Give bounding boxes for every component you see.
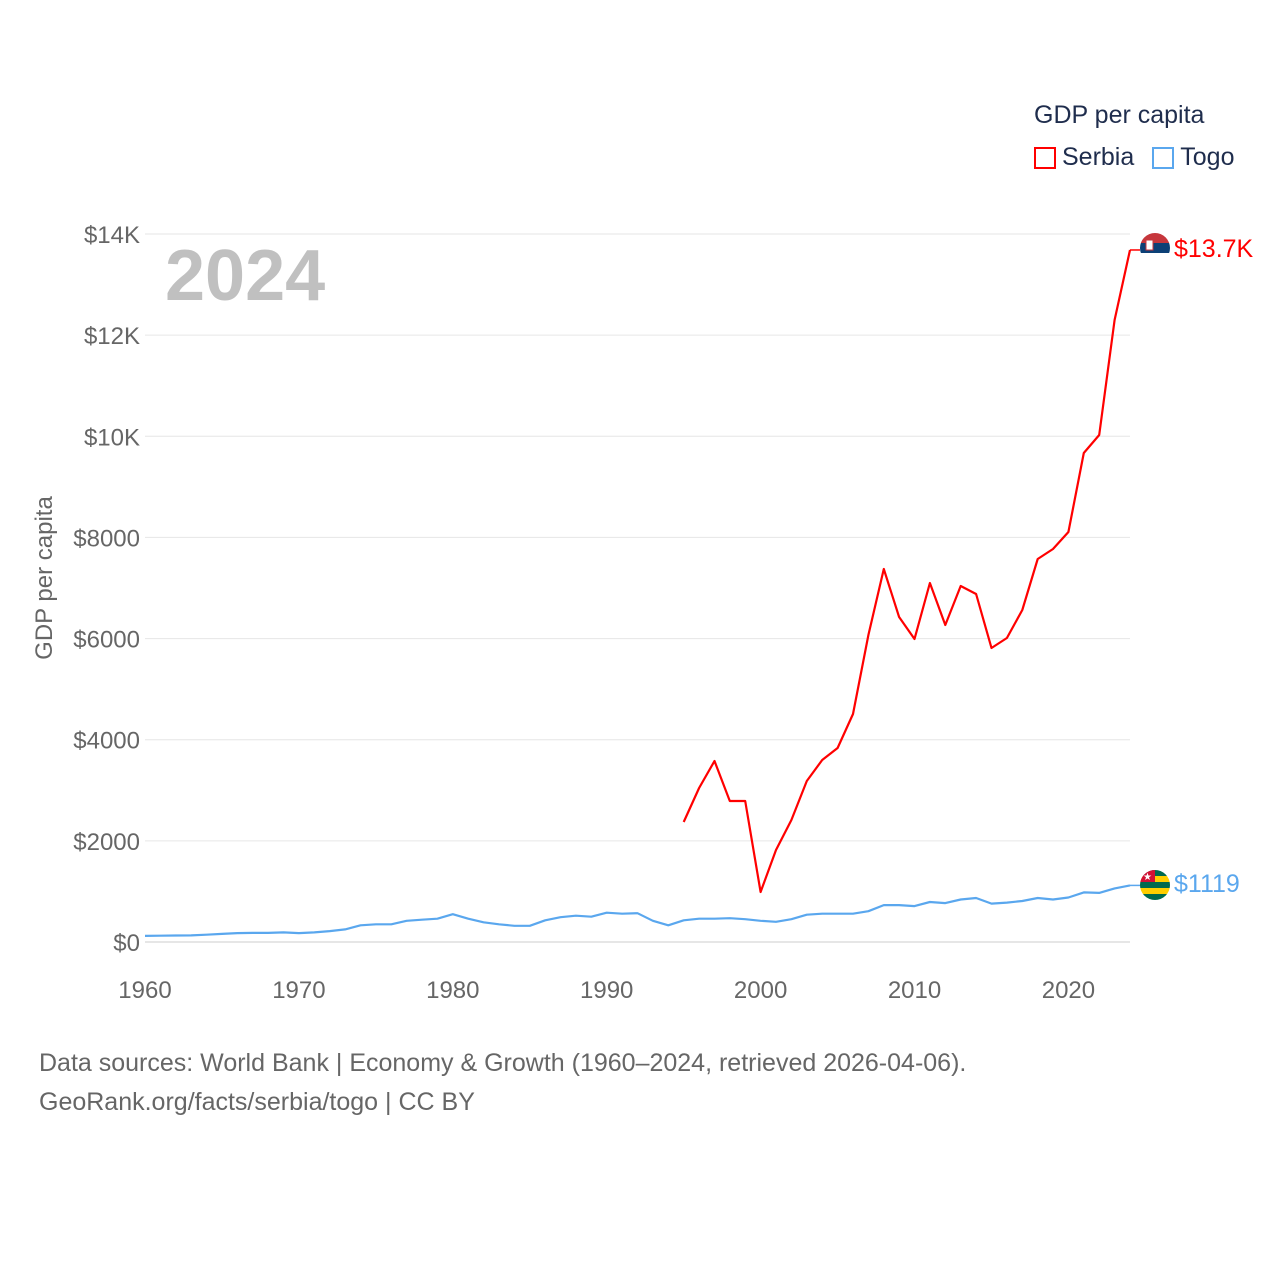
series-lines: [144, 249, 1140, 937]
x-tick-label: 2020: [1042, 977, 1095, 1004]
series-line-serbia: [682, 249, 1132, 894]
x-tick-label: 1980: [426, 977, 479, 1004]
legend: Serbia Togo: [1034, 143, 1234, 172]
y-axis: $0 $2000 $4000 $6000 $8000 $10K $12K $14K: [73, 222, 140, 957]
serbia-flag-icon: [1140, 233, 1170, 263]
x-tick-label: 1990: [580, 977, 633, 1004]
serbia-end-label: $13.7K: [1174, 235, 1254, 263]
legend-title: GDP per capita: [1034, 101, 1205, 129]
legend-swatch: [1034, 146, 1056, 169]
x-tick-label: 1960: [118, 977, 171, 1004]
data-sources: Data sources: World Bank | Economy & Gro…: [39, 1049, 967, 1077]
x-axis: 1960 1970 1980 1990 2000 2010 2020: [118, 977, 1095, 1004]
legend-item-togo[interactable]: Togo: [1152, 143, 1234, 172]
legend-label: Togo: [1180, 143, 1235, 171]
series-line-togo: [144, 884, 1131, 937]
y-tick-label: $8000: [73, 525, 140, 552]
y-tick-label: $4000: [73, 728, 140, 755]
x-tick-label: 1970: [272, 977, 325, 1004]
y-tick-label: $0: [113, 930, 140, 957]
svg-text:★: ★: [1143, 872, 1152, 883]
y-axis-label: GDP per capita: [31, 496, 58, 660]
year-label: 2024: [165, 236, 325, 316]
x-tick-label: 2010: [888, 977, 941, 1004]
togo-end-label: $1119: [1174, 870, 1240, 898]
source-url[interactable]: GeoRank.org/facts/serbia/togo | CC BY: [39, 1088, 475, 1116]
y-tick-label: $2000: [73, 829, 140, 856]
y-tick-label: $6000: [73, 627, 140, 654]
legend-item-serbia[interactable]: Serbia: [1034, 143, 1134, 172]
legend-label: Serbia: [1062, 143, 1135, 171]
x-tick-label: 2000: [734, 977, 787, 1004]
footer: Data sources: World Bank | Economy & Gro…: [39, 1044, 966, 1122]
grid: [145, 233, 1130, 943]
y-tick-label: $12K: [84, 323, 140, 350]
togo-flag-icon: ★: [1140, 870, 1170, 900]
y-tick-label: $14K: [84, 222, 140, 249]
legend-swatch: [1152, 146, 1175, 169]
y-tick-label: $10K: [84, 424, 140, 451]
